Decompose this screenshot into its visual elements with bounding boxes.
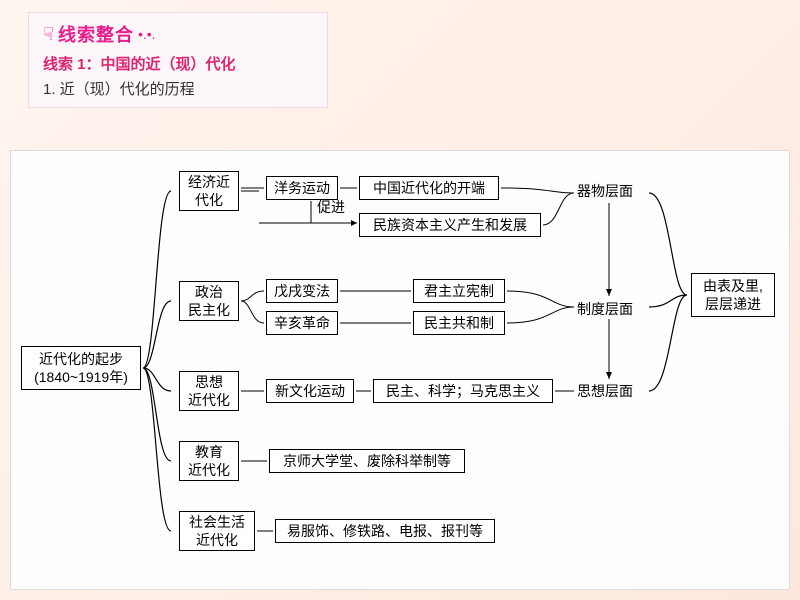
clue-title: 线索 1：中国的近（现）代化 [43,53,313,74]
final-box: 由表及里,层层递进 [691,273,775,317]
root-box: 近代化的起步(1840~1919年) [21,346,141,390]
mid-box-3: 新文化运动 [266,379,354,403]
layer-label-2: 思想层面 [577,381,633,401]
hand-icon: ☟ [43,24,54,45]
clue-sub: 1. 近（现）代化的历程 [43,78,313,99]
branch-box-0: 经济近代化 [179,171,239,211]
right-box-5: 京师大学堂、废除科举制等 [269,449,465,473]
arrow-label: 促进 [317,197,345,217]
branch-box-1: 政治民主化 [179,281,239,321]
title-badge: ☟ 线索整合 •.•. [43,21,313,47]
branch-box-2: 思想近代化 [179,371,239,411]
badge-text: 线索整合 [58,21,134,47]
right-box-4: 民主、科学；马克思主义 [373,379,553,403]
right-box-0: 中国近代化的开端 [359,176,499,200]
branch-box-4: 社会生活近代化 [179,511,255,551]
layer-label-0: 器物层面 [577,181,633,201]
right-box-3: 民主共和制 [413,311,505,335]
mid-box-1: 戊戌变法 [266,279,338,303]
right-box-2: 君主立宪制 [413,279,505,303]
dots-decoration: •.•. [138,26,156,42]
diagram-area: 近代化的起步(1840~1919年) 经济近代化政治民主化思想近代化教育近代化社会… [10,150,790,590]
layer-label-1: 制度层面 [577,299,633,319]
header-panel: ☟ 线索整合 •.•. 线索 1：中国的近（现）代化 1. 近（现）代化的历程 [28,12,328,108]
right-box-1: 民族资本主义产生和发展 [359,213,541,237]
right-box-6: 易服饰、修铁路、电报、报刊等 [275,519,495,543]
branch-box-3: 教育近代化 [179,441,239,481]
mid-box-2: 辛亥革命 [266,311,338,335]
